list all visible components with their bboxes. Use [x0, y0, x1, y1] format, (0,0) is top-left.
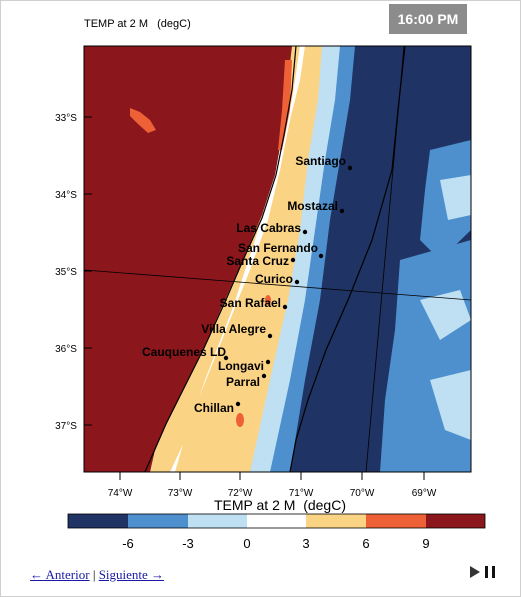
legend-swatch-3 [247, 514, 306, 528]
city-label-santiago: Santiago [295, 154, 346, 168]
lon-label: 74°W [108, 488, 133, 499]
map-title: TEMP at 2 M (degC) [84, 18, 191, 30]
lat-axis: 33°S 34°S 35°S 36°S 37°S [55, 113, 92, 432]
legend-frame [67, 513, 486, 529]
legend-tick-label: 3 [302, 536, 309, 551]
east-light-patch-3 [430, 370, 471, 440]
play-icon[interactable] [470, 566, 480, 578]
plot-border [83, 45, 472, 473]
legend-tick-label: -3 [182, 536, 194, 551]
border-line [289, 46, 406, 472]
orange-spot-2 [265, 295, 271, 305]
ocean-warm-field [84, 46, 292, 472]
city-dot [282, 304, 288, 310]
lon-label: 69°W [412, 488, 437, 499]
lon-label: 70°W [350, 488, 375, 499]
city-markers: Santiago Mostazal Las Cabras San Fernand… [142, 154, 353, 415]
color-legend: -6 -3 0 3 6 9 [67, 513, 486, 551]
next-link[interactable]: Siguiente → [98, 567, 165, 582]
prev-link[interactable]: ← Anterior [30, 567, 90, 582]
city-label-santa-cruz: Santa Cruz [226, 254, 289, 268]
pause-icon[interactable] [485, 566, 495, 578]
map-field [84, 46, 471, 472]
lat-label: 33°S [55, 113, 77, 124]
legend-swatch-4 [306, 514, 366, 528]
city-label-villa-alegre: Villa Alegre [201, 322, 266, 336]
city-label-san-rafael: San Rafael [220, 296, 281, 310]
legend-tick-label: 0 [243, 536, 250, 551]
legend-swatch-5 [366, 514, 426, 528]
city-dot [235, 401, 241, 407]
city-dot [265, 359, 271, 365]
lon-label: 72°W [228, 488, 253, 499]
lon-axis: 74°W 73°W 72°W 71°W 70°W 69°W [108, 472, 437, 499]
city-dot [339, 208, 345, 214]
lat-label: 36°S [55, 344, 77, 355]
city-dot [294, 279, 300, 285]
lat-label: 35°S [55, 267, 77, 278]
legend-tick-label: -6 [122, 536, 134, 551]
legend-tick-label: 6 [362, 536, 369, 551]
city-label-longavi: Longavi [218, 359, 264, 373]
legend-swatch-2 [188, 514, 247, 528]
legend-swatch-1 [128, 514, 188, 528]
coast-orange-streak [278, 60, 292, 150]
east-light-patch-2 [420, 290, 471, 340]
city-label-cauquenes: Cauquenes LD [142, 345, 226, 359]
time-badge: 16:00 PM [389, 4, 467, 34]
legend-swatch-0 [68, 514, 128, 528]
city-dot [267, 333, 273, 339]
legend-title: TEMP at 2 M (degC) [213, 497, 346, 513]
city-label-chillan: Chillan [194, 401, 234, 415]
coastline [144, 46, 297, 472]
offshore-orange-blotch [130, 108, 156, 133]
parallel-line [84, 269, 471, 301]
lon-label: 73°W [168, 488, 193, 499]
legend-swatch-6 [426, 514, 485, 528]
city-label-mostazal: Mostazal [287, 199, 338, 213]
city-dot [347, 165, 353, 171]
city-dot [302, 229, 308, 235]
lat-label: 37°S [55, 421, 77, 432]
city-label-san-fernando: San Fernando [238, 241, 318, 255]
city-dot [290, 257, 296, 263]
city-dot [223, 355, 229, 361]
lat-label: 34°S [55, 190, 77, 201]
legend-tick-label: 9 [422, 536, 429, 551]
frame-navigation: ← Anterior | Siguiente → [30, 567, 164, 583]
nav-separator: | [92, 567, 96, 582]
city-label-las-cabras: Las Cabras [236, 221, 301, 235]
east-light-patch-1 [440, 175, 471, 220]
meridian-line [365, 46, 405, 472]
orange-spot-1 [236, 413, 244, 427]
city-label-curico: Curico [255, 272, 293, 286]
lon-label: 71°W [289, 488, 314, 499]
animation-controls [470, 566, 495, 578]
city-dot [318, 253, 324, 259]
city-label-parral: Parral [226, 375, 260, 389]
city-dot [261, 373, 267, 379]
